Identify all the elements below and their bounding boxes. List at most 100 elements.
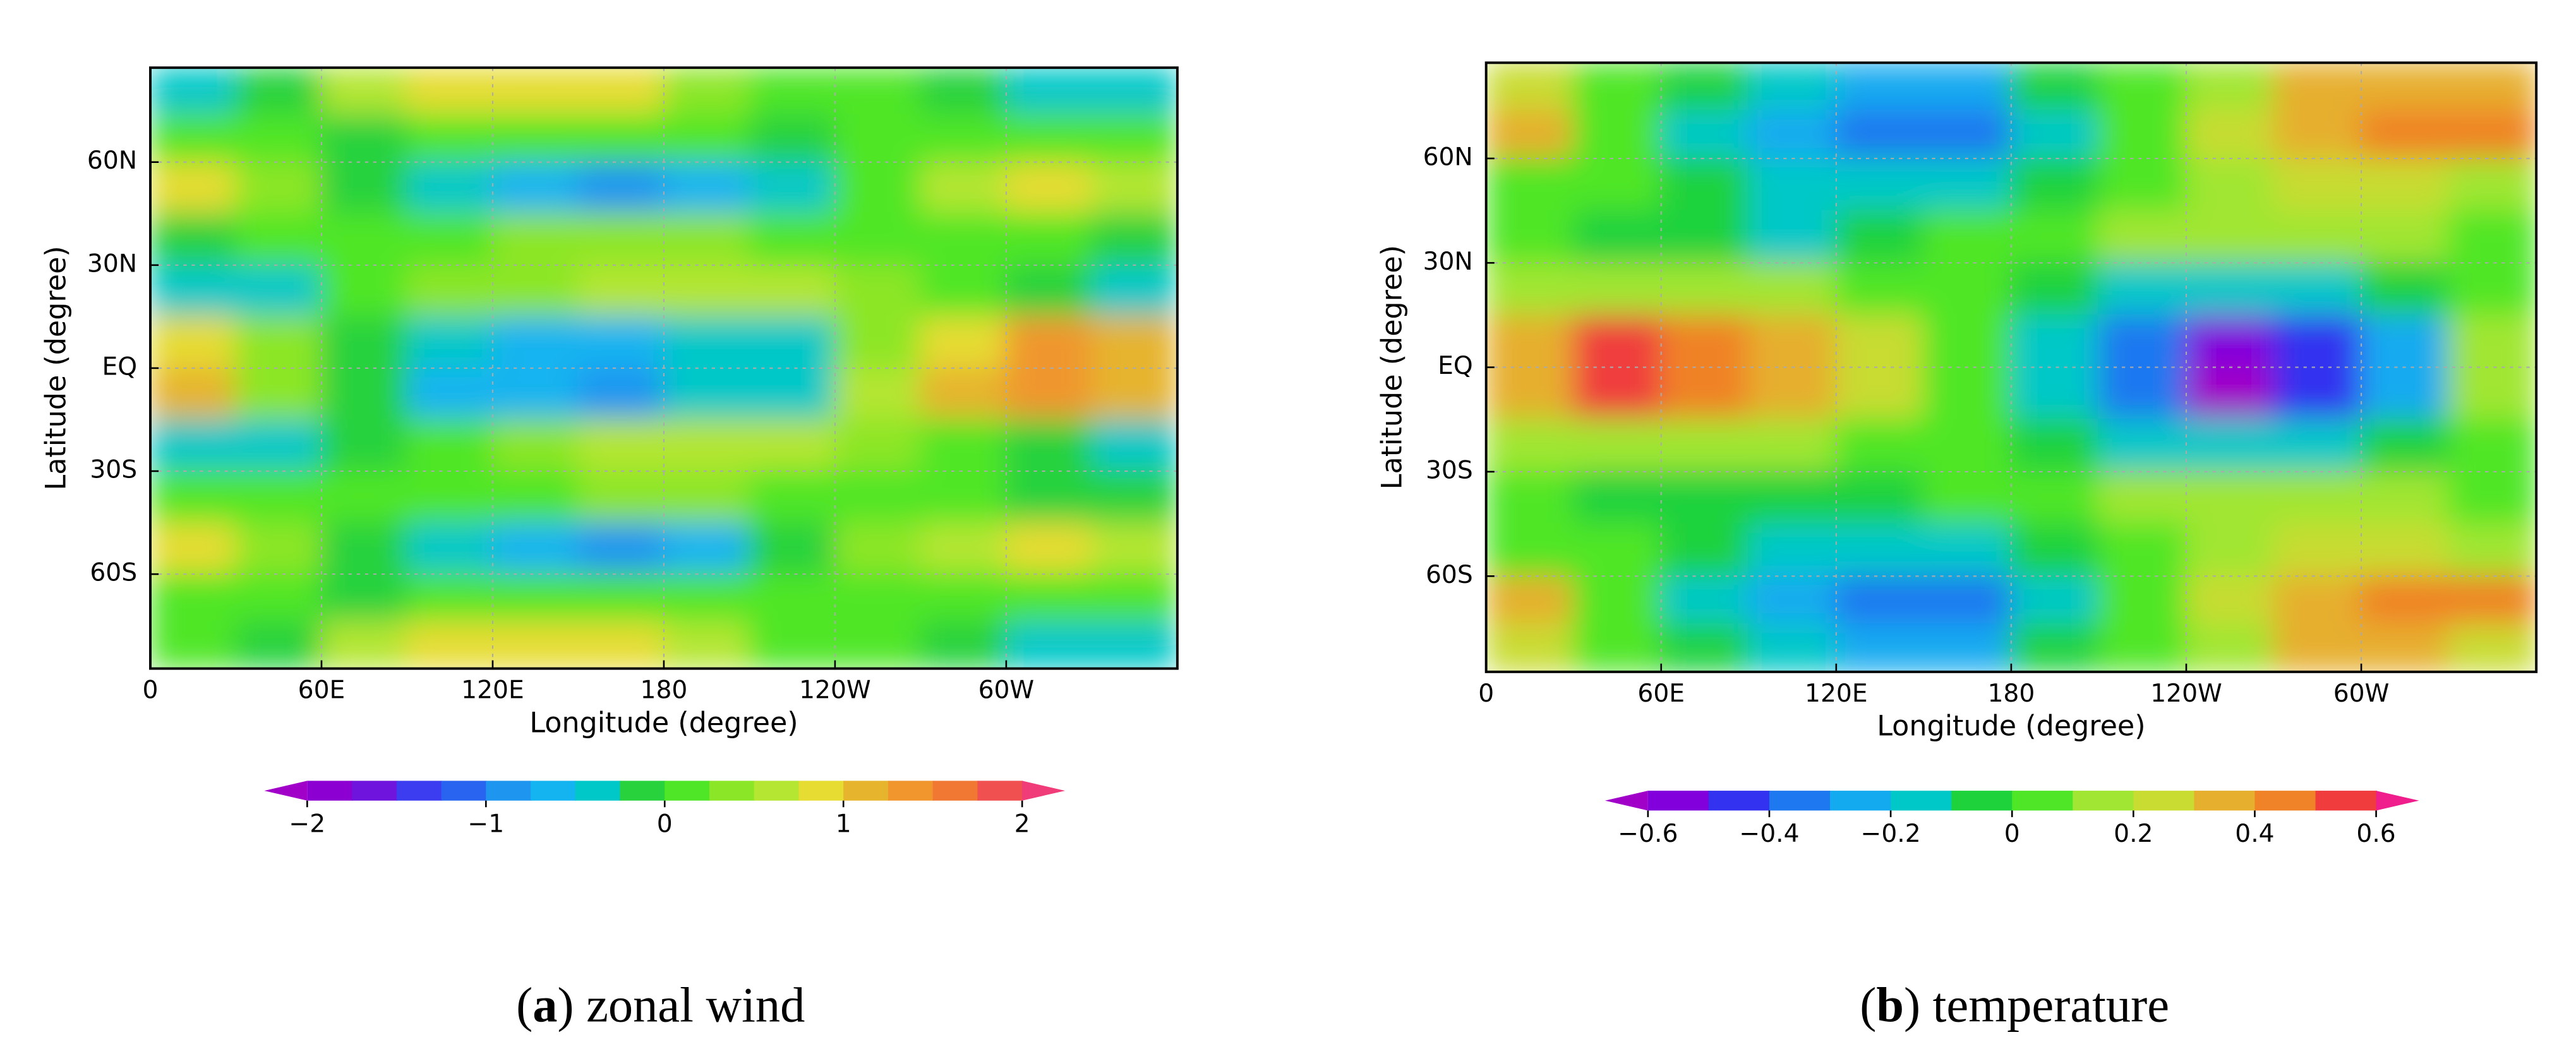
field-cell xyxy=(2448,261,2537,316)
field-cell xyxy=(663,522,750,575)
field-cell xyxy=(663,68,750,116)
colorbar-tick-label: −0.2 xyxy=(1861,820,1921,848)
y-tick-label: EQ xyxy=(1438,352,1473,380)
field-cell xyxy=(1572,314,1663,368)
y-tick-label: 30S xyxy=(90,456,137,484)
field-cell xyxy=(749,264,836,318)
field-cell xyxy=(1923,314,2013,368)
field-cell xyxy=(2448,210,2537,264)
field-cell xyxy=(2360,210,2450,264)
field-cell xyxy=(1835,261,1925,316)
field-cell xyxy=(577,573,665,623)
field-cell xyxy=(1747,470,1838,525)
field-cell xyxy=(749,161,836,215)
field-cell xyxy=(1091,161,1177,215)
field-cell xyxy=(1005,161,1093,215)
field-cell xyxy=(2098,210,2188,264)
field-cell xyxy=(2010,366,2100,421)
field-cell xyxy=(920,212,1008,266)
field xyxy=(1486,63,2537,672)
field-cell xyxy=(2098,261,2188,316)
field-cell xyxy=(749,470,836,524)
colorbar-tick-label: 0.6 xyxy=(2356,820,2395,848)
colorbar: −0.6 −0.4 −0.2 0 0.2 0.4 0.6 xyxy=(1604,791,2419,848)
field-cell xyxy=(2010,470,2100,525)
field-cell xyxy=(920,367,1008,421)
field-cell xyxy=(1091,316,1177,369)
field-cell xyxy=(320,470,408,524)
field-cell xyxy=(2010,418,2100,473)
field-cell xyxy=(1572,210,1663,264)
field-cell xyxy=(406,264,494,318)
field-cell xyxy=(150,573,237,623)
field-cell xyxy=(2360,63,2450,112)
field-cell xyxy=(1091,522,1177,575)
colorbar-segment xyxy=(2012,791,2074,811)
field-cell xyxy=(320,620,408,669)
field-cell xyxy=(2098,63,2188,112)
field-cell xyxy=(2273,63,2362,112)
x-tick-label: 120E xyxy=(1805,680,1868,708)
field-cell xyxy=(834,522,922,575)
field-cell xyxy=(320,114,408,163)
x-axis-label: Longitude (degree) xyxy=(529,707,798,740)
field-cell xyxy=(1486,523,1575,577)
field-cell xyxy=(577,161,665,215)
field-cell xyxy=(235,264,323,318)
field-cell xyxy=(406,419,494,472)
field-cell xyxy=(749,620,836,669)
field-cell xyxy=(1835,523,1925,577)
x-axis-label: Longitude (degree) xyxy=(1877,710,2145,743)
x-tick-label: 60E xyxy=(1637,680,1685,708)
field-cell xyxy=(150,68,237,116)
field-cell xyxy=(1486,623,1575,672)
field-cell xyxy=(1835,314,1925,368)
field-cell xyxy=(406,161,494,215)
field-cell xyxy=(2360,470,2450,525)
colorbar-segment xyxy=(1951,791,2013,811)
colorbar-segment xyxy=(1769,791,1831,811)
colorbar-segment xyxy=(2254,791,2316,811)
field-cell xyxy=(235,367,323,421)
field-cell xyxy=(1747,261,1838,316)
colorbar: −2 −1 0 1 2 xyxy=(264,781,1066,838)
x-tick-label: 0 xyxy=(1478,680,1494,708)
field-cell xyxy=(2098,575,2188,625)
field-cell xyxy=(1835,575,1925,625)
field-cell xyxy=(1747,418,1838,473)
colorbar-tick-label: 1 xyxy=(836,810,852,838)
field-cell xyxy=(2448,109,2537,160)
field-cell xyxy=(2010,157,2100,212)
field-cell xyxy=(235,419,323,472)
field-cell xyxy=(834,470,922,524)
field-cell xyxy=(1923,470,2013,525)
colorbar-tick-label: 2 xyxy=(1014,810,1030,838)
field-cell xyxy=(577,470,665,524)
field-cell xyxy=(2273,210,2362,264)
field-cell xyxy=(920,573,1008,623)
field-cell xyxy=(749,367,836,421)
field-cell xyxy=(1486,366,1575,421)
field-cell xyxy=(920,522,1008,575)
field-cell xyxy=(2273,157,2362,212)
field-cell xyxy=(2360,261,2450,316)
field-cell xyxy=(920,470,1008,524)
field-cell xyxy=(2273,261,2362,316)
field-cell xyxy=(1486,63,1575,112)
field-cell xyxy=(1835,63,1925,112)
field-cell xyxy=(150,419,237,472)
field-cell xyxy=(2010,575,2100,625)
field-cell xyxy=(2098,470,2188,525)
field-cell xyxy=(834,114,922,163)
colorbar-segment xyxy=(888,781,934,801)
field-cell xyxy=(834,419,922,472)
field-cell xyxy=(2360,314,2450,368)
field-cell xyxy=(1486,261,1575,316)
field-cell xyxy=(2185,418,2275,473)
field-cell xyxy=(1572,157,1663,212)
field-cell xyxy=(834,68,922,116)
field-cell xyxy=(1486,418,1575,473)
field-cell xyxy=(1923,366,2013,421)
field-cell xyxy=(1091,264,1177,318)
field-cell xyxy=(406,114,494,163)
